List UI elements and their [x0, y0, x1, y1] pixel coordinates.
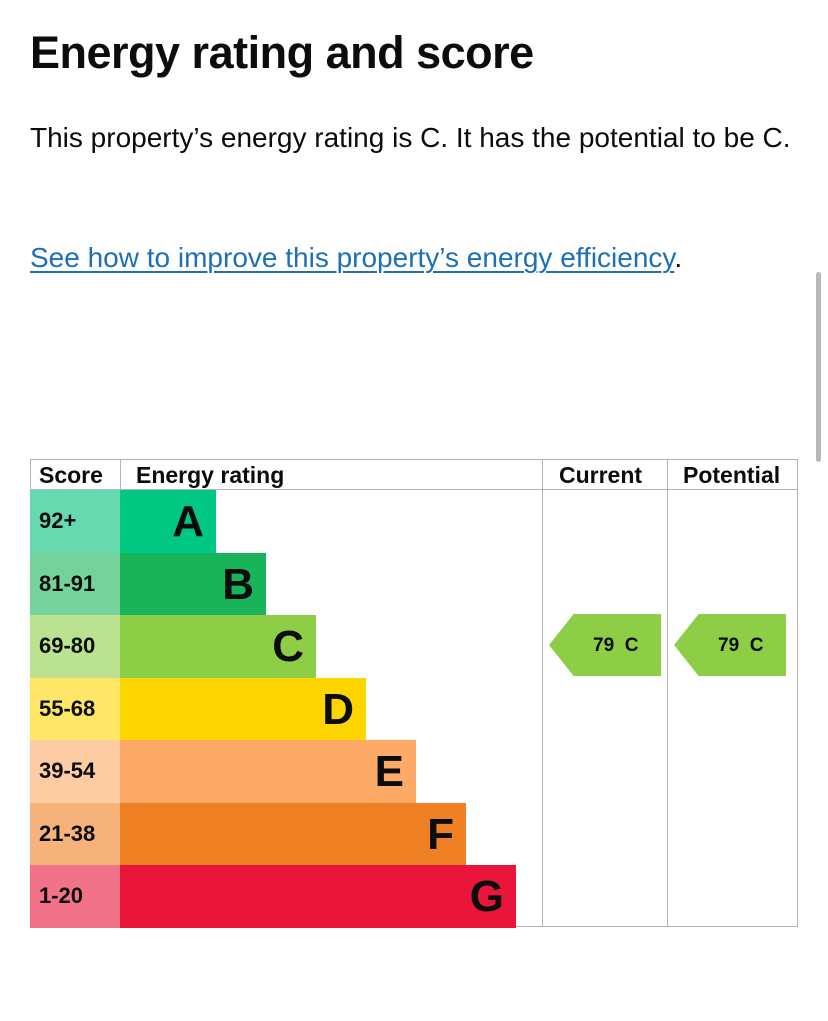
- score-column-divider: [120, 459, 121, 489]
- score-cell-e: 39-54: [30, 740, 120, 803]
- band-g: G: [120, 865, 516, 928]
- band-letter-e: E: [374, 747, 404, 796]
- score-cell-d: 55-68: [30, 677, 120, 740]
- header-divider: [30, 489, 798, 490]
- band-letter-b: B: [222, 559, 254, 609]
- improve-efficiency-link[interactable]: See how to improve this property’s energ…: [30, 242, 675, 273]
- band-e: E: [120, 740, 416, 803]
- score-cell-b: 81-91: [30, 552, 120, 615]
- current-column-divider: [542, 459, 543, 927]
- band-c: C: [120, 615, 316, 678]
- score-cell-a: 92+: [30, 490, 120, 553]
- band-letter-d: D: [322, 684, 354, 734]
- band-letter-c: C: [272, 622, 304, 671]
- potential-score: 79: [718, 635, 740, 656]
- potential-header: Potential: [683, 462, 781, 488]
- score-cell-c: 69-80: [30, 615, 120, 678]
- scrollbar-thumb[interactable]: [816, 272, 821, 462]
- band-letter-f: F: [427, 809, 454, 859]
- band-d: D: [120, 677, 366, 740]
- current-letter: C: [624, 635, 639, 656]
- band-letter-g: G: [469, 872, 504, 921]
- current-score: 79: [593, 635, 615, 656]
- score-cell-f: 21-38: [30, 802, 120, 865]
- current-rating-marker: 79 C: [549, 614, 661, 676]
- page-title: Energy rating and score: [30, 27, 534, 78]
- link-suffix: .: [674, 242, 683, 273]
- potential-rating-marker: 79 C: [674, 614, 786, 676]
- band-letter-a: A: [172, 497, 204, 546]
- improve-paragraph: See how to improve this property’s energ…: [30, 238, 682, 278]
- energy-rating-chart: Score Energy rating Current Potential 92…: [30, 459, 798, 928]
- potential-column-divider: [667, 459, 668, 927]
- current-header: Current: [559, 462, 643, 488]
- band-b: B: [120, 552, 266, 615]
- score-cell-g: 1-20: [30, 865, 120, 928]
- score-header: Score: [39, 462, 103, 488]
- band-f: F: [120, 802, 466, 865]
- potential-letter: C: [749, 635, 764, 656]
- energy-rating-header: Energy rating: [136, 462, 285, 488]
- rating-summary: This property’s energy rating is C. It h…: [30, 122, 791, 153]
- band-a: A: [120, 490, 216, 553]
